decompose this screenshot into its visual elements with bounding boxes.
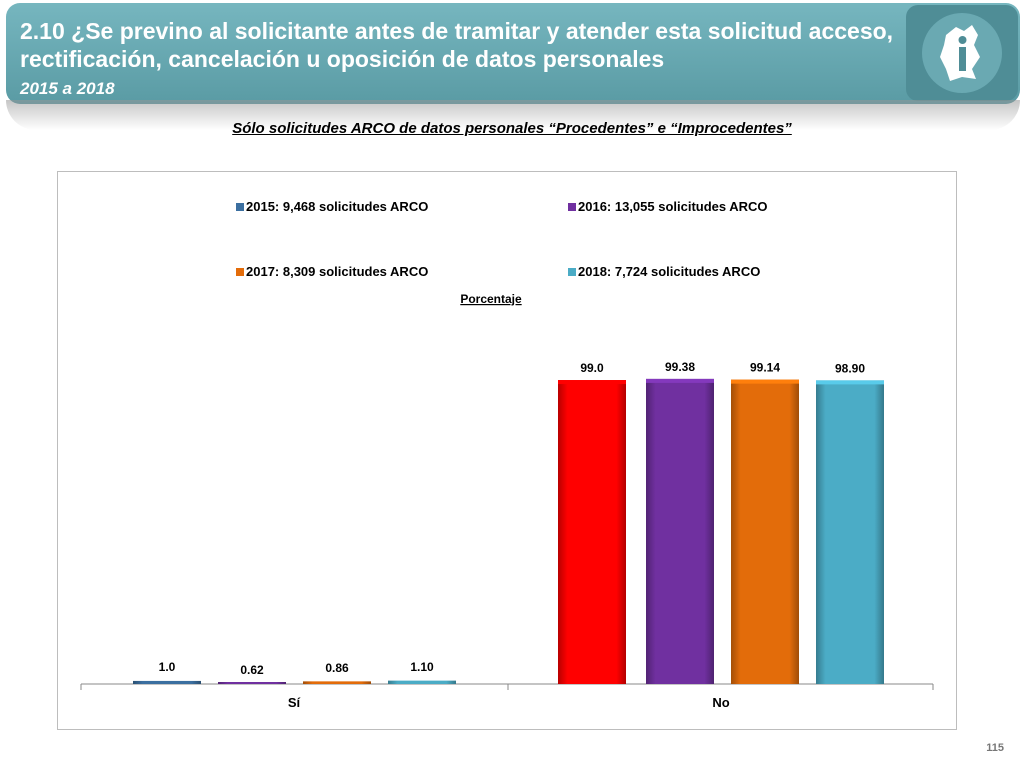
bar <box>218 682 286 684</box>
legend-label: 2016: 13,055 solicitudes ARCO <box>578 199 768 214</box>
header-shadow <box>6 100 1020 130</box>
data-label: 0.86 <box>325 661 349 675</box>
bar <box>816 380 884 684</box>
bar-chart: 2015: 9,468 solicitudes ARCO 2016: 13,055… <box>80 199 934 710</box>
bar <box>388 680 456 684</box>
data-label: 99.14 <box>750 361 780 375</box>
legend-label: 2015: 9,468 solicitudes ARCO <box>246 199 428 214</box>
legend-label: 2017: 8,309 solicitudes ARCO <box>246 264 428 279</box>
bar <box>558 380 626 684</box>
legend-swatch <box>236 268 244 276</box>
category-label: No <box>712 695 729 710</box>
legend-swatch <box>236 203 244 211</box>
bar <box>731 379 799 684</box>
slide-subtitle: 2015 a 2018 <box>20 79 115 98</box>
legend-swatch <box>568 203 576 211</box>
data-label: 99.38 <box>665 360 695 374</box>
bar-top-bevel <box>646 378 714 383</box>
bar <box>133 680 201 684</box>
data-label: 99.0 <box>580 361 604 375</box>
slide-title: 2.10 ¿Se previno al solicitante antes de… <box>20 18 894 72</box>
legend-label: 2018: 7,724 solicitudes ARCO <box>578 264 760 279</box>
data-label: 1.10 <box>410 660 434 674</box>
chart-heading: Sólo solicitudes ARCO de datos personale… <box>232 120 792 137</box>
logo-icon <box>922 13 1002 93</box>
page-number: 115 <box>986 742 1004 754</box>
bar <box>303 681 371 684</box>
institution-logo <box>906 5 1018 101</box>
legend-swatch <box>568 268 576 276</box>
data-label: 1.0 <box>159 660 176 674</box>
chart-frame: 2015: 9,468 solicitudes ARCO 2016: 13,055… <box>57 171 957 730</box>
category-label: Sí <box>288 695 301 710</box>
data-label: 98.90 <box>835 361 865 375</box>
y-axis-label: Porcentaje <box>460 292 522 306</box>
bar-top-bevel <box>731 379 799 384</box>
data-label: 0.62 <box>240 663 264 677</box>
bar-top-bevel <box>816 380 884 385</box>
bar <box>646 378 714 684</box>
bar-top-bevel <box>558 380 626 385</box>
slide-header: 2.10 ¿Se previno al solicitante antes de… <box>6 3 1020 104</box>
